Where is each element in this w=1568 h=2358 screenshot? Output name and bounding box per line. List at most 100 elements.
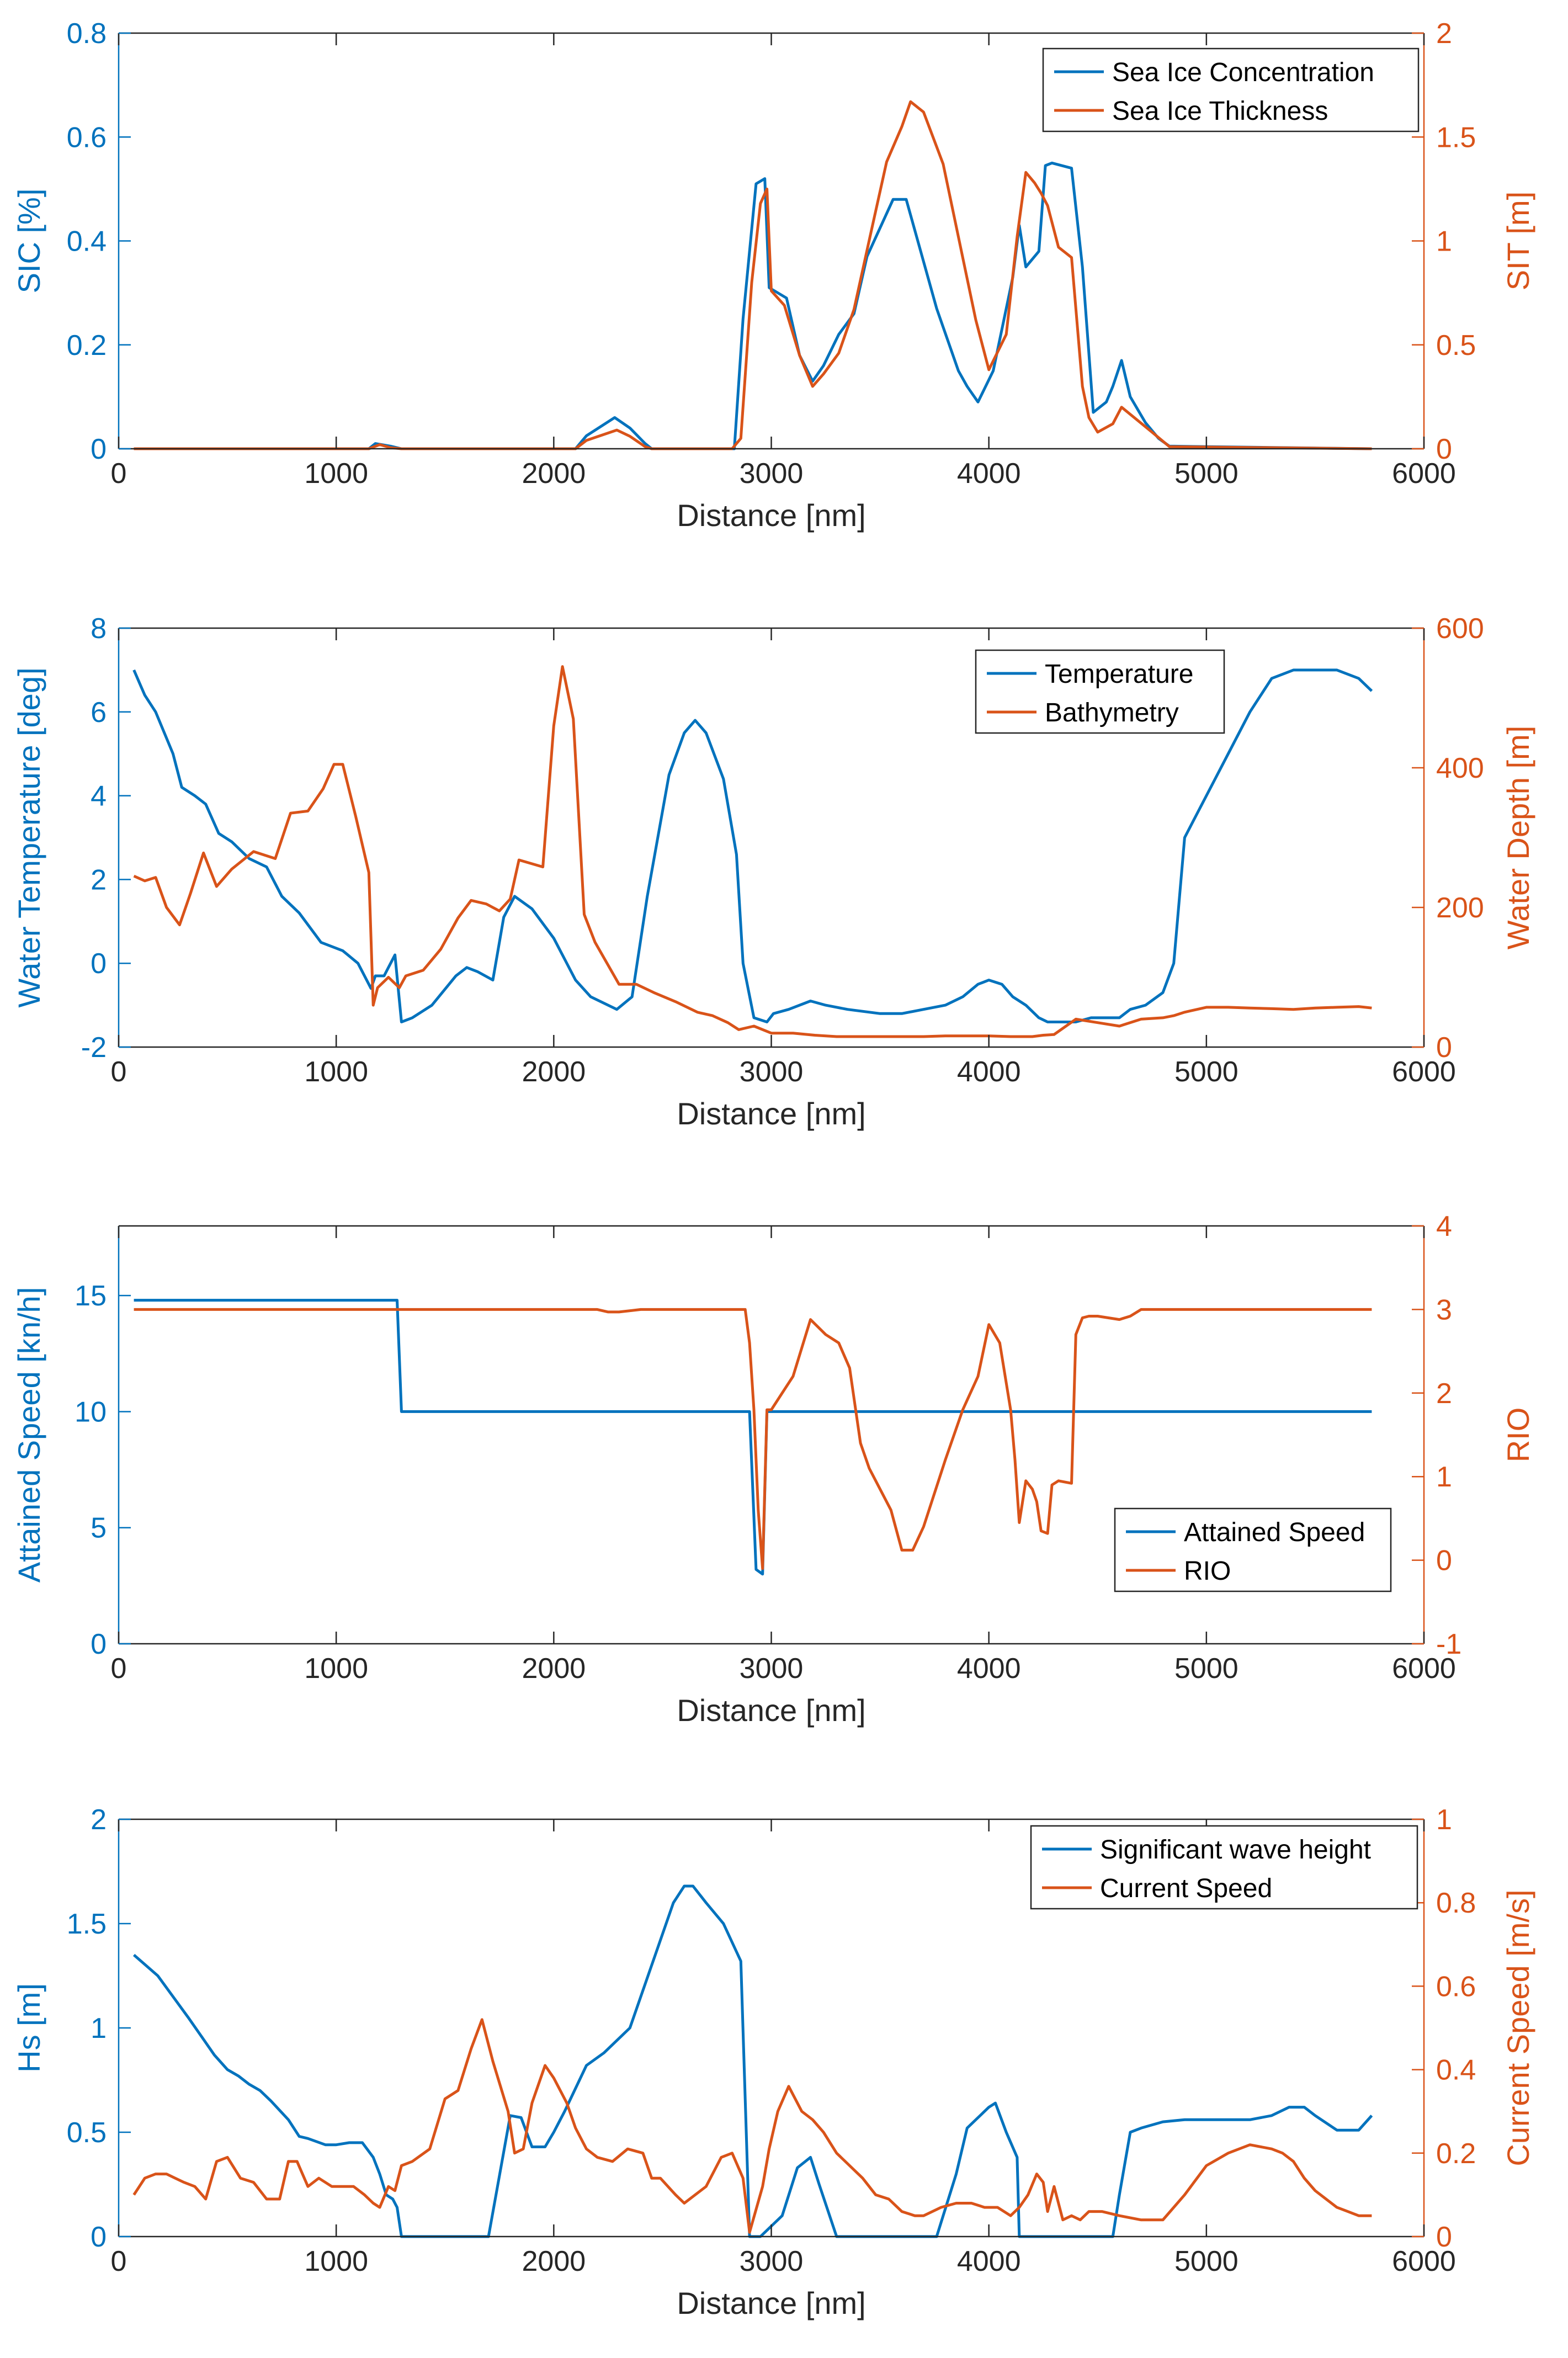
legend-box [1042,47,1420,132]
x-tick-label: 2000 [522,458,586,490]
left-y-tick-label: 1.5 [67,1908,107,1940]
legend-label: Current Speed [1100,1874,1272,1903]
x-tick-label: 1000 [304,1056,368,1088]
right-y-axis-label: SIT [m] [1501,192,1535,290]
right-y-tick-label: 3 [1436,1294,1452,1326]
series-line-temperature [132,668,1373,1023]
x-tick-label: 2000 [522,2245,586,2277]
legend-label: Sea Ice Thickness [1112,97,1328,126]
chart-panel-2: 0 1000 2000 3000 4000 5000 6000-20246802004006… [12,613,1535,1131]
left-y-tick-label: 4 [91,780,107,812]
x-tick-label: 4000 [957,1653,1021,1685]
right-y-axis-label: Current Speed [m/s] [1501,1889,1535,2166]
right-y-tick-label: 0.2 [1436,2138,1476,2170]
legend-label: RIO [1184,1557,1231,1586]
x-tick-label: 1000 [304,1653,368,1685]
right-y-tick-label: 1 [1436,226,1452,258]
right-y-tick-label: 4 [1436,1210,1452,1242]
left-y-tick-label: 2 [91,1804,107,1836]
x-tick-label: 5000 [1174,2245,1239,2277]
left-y-axis-label: Hs [m] [12,1983,46,2073]
left-y-tick-label: 0 [91,948,107,980]
x-tick-label: 0 [111,458,127,490]
legend-label: Attained Speed [1184,1518,1365,1547]
x-axis-label: Distance [nm] [677,1693,865,1728]
left-y-tick-label: 0.5 [67,2117,107,2149]
series-line-significant-wave-height [132,1884,1373,2238]
left-y-tick-label: 0.2 [67,330,107,362]
left-y-tick-label: 8 [91,613,107,645]
right-y-tick-label: 0.6 [1436,1971,1476,2003]
left-y-axis-label: Water Temperature [deg] [12,667,46,1007]
left-y-tick-label: 1 [91,2012,107,2044]
left-y-axis-label: Attained Speed [kn/h] [12,1287,46,1583]
x-tick-label: 3000 [740,1653,804,1685]
series-line-current-speed [132,2018,1372,2234]
x-tick-label: 6000 [1392,1653,1456,1685]
left-y-tick-label: 2 [91,864,107,896]
left-y-tick-label: 0.8 [67,18,107,50]
chart-panel-3: 0 1000 2000 3000 4000 5000 6000 0 5 10 15 -1 0 1 2 3 4 Di… [12,1210,1535,1728]
x-tick-label: 4000 [957,1056,1021,1088]
right-y-tick-label: 600 [1436,613,1484,645]
right-y-tick-label: 0 [1436,1032,1452,1064]
left-y-tick-label: 5 [91,1512,107,1544]
legend: Temperature Bathymetry [975,649,1225,734]
x-tick-label: 0 [111,1056,127,1088]
legend-label: Significant wave height [1100,1835,1371,1865]
right-y-tick-label: 0 [1436,433,1452,465]
legend: Attained Speed RIO [1114,1507,1392,1592]
x-axis-label: Distance [nm] [677,498,865,533]
legend: Sea Ice Concentration Sea Ice Thickness [1042,47,1420,132]
series-line-attained-speed [134,1299,1372,1576]
x-tick-label: 5000 [1174,1056,1239,1088]
right-y-tick-label: 0.4 [1436,2054,1476,2086]
chart-panel-4: 0 1000 2000 3000 4000 5000 600000.511.5200.20.… [12,1804,1535,2320]
x-tick-label: 6000 [1392,2245,1456,2277]
x-tick-label: 0 [111,2245,127,2277]
series-line-bathymetry [133,665,1372,1038]
x-tick-label: 6000 [1392,458,1456,490]
right-y-tick-label: 0.8 [1436,1887,1476,1919]
series-line-sea-ice-concentration [134,161,1372,450]
legend-box [1114,1507,1392,1592]
left-y-tick-label: 6 [91,697,107,729]
left-y-tick-label: 0 [91,433,107,465]
chart-panel-1: 0 1000 2000 3000 4000 5000 600000.20.40.60.800… [12,18,1535,533]
x-tick-label: 0 [111,1653,127,1685]
x-tick-label: 3000 [740,458,804,490]
x-tick-label: 4000 [957,2245,1021,2277]
series-line-rio [134,1308,1372,1570]
left-y-tick-label: 0.4 [67,226,107,258]
legend-label: Bathymetry [1045,698,1179,727]
legend-label: Sea Ice Concentration [1112,58,1374,87]
left-y-tick-label: -2 [81,1032,107,1064]
legend-box [1030,1825,1418,1910]
x-tick-label: 2000 [522,1653,586,1685]
right-y-tick-label: 2 [1436,1378,1452,1410]
right-y-axis-label: RIO [1501,1408,1535,1463]
left-y-tick-label: 10 [75,1396,107,1428]
x-tick-label: 2000 [522,1056,586,1088]
right-y-tick-label: 0.5 [1436,330,1476,362]
series-line-sea-ice-thickness [134,100,1372,450]
x-tick-label: 5000 [1174,1653,1239,1685]
x-tick-label: 1000 [304,2245,368,2277]
left-y-tick-label: 0 [91,2221,107,2253]
x-tick-label: 5000 [1174,458,1239,490]
legend-box [975,649,1225,734]
right-y-tick-label: 200 [1436,892,1484,924]
right-y-tick-label: 0 [1436,2221,1452,2253]
left-y-axis-label: SIC [%] [12,189,46,294]
right-y-tick-label: 2 [1436,18,1452,50]
right-y-tick-label: 0 [1436,1545,1452,1577]
x-tick-label: 3000 [740,1056,804,1088]
right-y-tick-label: 1.5 [1436,121,1476,153]
x-tick-label: 3000 [740,2245,804,2277]
x-tick-label: 1000 [304,458,368,490]
x-axis-label: Distance [nm] [677,2286,865,2320]
left-y-tick-label: 0 [91,1628,107,1660]
right-y-tick-label: 1 [1436,1461,1452,1493]
right-y-tick-label: 1 [1436,1804,1452,1836]
